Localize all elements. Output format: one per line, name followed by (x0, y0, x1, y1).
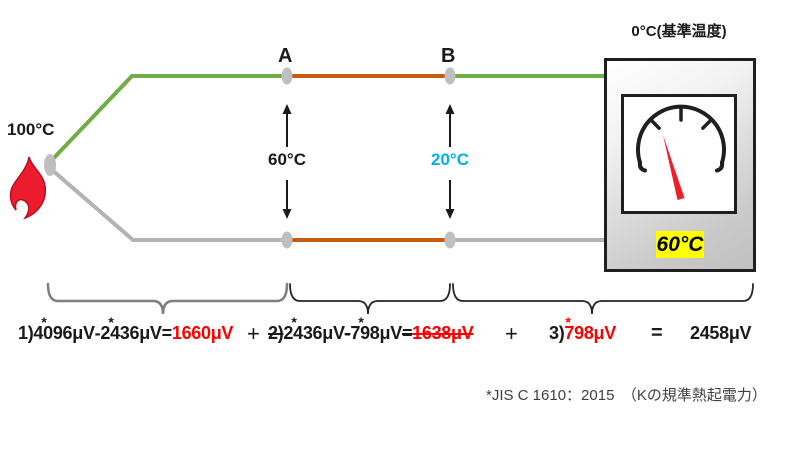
equals-total: = (651, 322, 663, 344)
gauge-ticks (648, 106, 714, 130)
plus-sign-2: + (505, 321, 518, 346)
plus-sign-1: + (247, 321, 260, 346)
eq2-term1-star: * (291, 314, 297, 330)
arrowhead-a-up (282, 104, 292, 114)
eq2-left-struck: 2) * 2436μV- * 798μV= (268, 314, 413, 343)
gauge (636, 104, 726, 200)
point-b-label: B (441, 45, 456, 67)
reference-temp-label: 0°C(基準温度) (631, 23, 727, 40)
eq3-term-star: * (565, 314, 571, 330)
junction-b-top-dot (444, 67, 456, 85)
meter-reading: 60°C (656, 231, 704, 258)
hot-junction-dot (44, 154, 56, 176)
eq1-result: 1660μV (171, 323, 234, 343)
eq1-term1: * 4096μV (33, 314, 95, 343)
junction-b-bottom-dot (444, 231, 456, 249)
brace-section-3 (452, 283, 754, 315)
equation-1: 1) * 4096μV- * 2436μV=1660μV (18, 314, 234, 344)
eq1-term2: * 2436μV (100, 314, 162, 343)
brace-section-1 (46, 282, 289, 315)
total-value: 2458μV (690, 323, 752, 343)
meter: 60°C (604, 58, 756, 272)
meter-dial-panel (621, 94, 737, 214)
eq1-minus: - (94, 323, 101, 343)
eq1-equals: = (161, 323, 173, 343)
hot-temp-label: 100°C (7, 120, 55, 139)
brace-section-2 (289, 283, 451, 315)
equation-3: 3) * 798μV (549, 314, 616, 344)
delta-b-label: 20°C (431, 150, 469, 169)
gauge-hook-right (715, 160, 725, 173)
equation-2-struck: 2) * 2436μV- * 798μV=1638μV (268, 314, 474, 344)
eq1-prefix: 1) (18, 323, 34, 343)
junction-a-bottom-dot (281, 231, 293, 249)
eq3-term: * 798μV (564, 314, 616, 343)
eq2-equals: = (401, 323, 413, 343)
eq2-minus: - (344, 323, 351, 343)
footnote-jis-reference: *JIS C 1610：2015 （Kの規準熱起電力） (486, 387, 767, 404)
point-a-label: A (278, 45, 293, 67)
arrowhead-b-up (445, 104, 455, 114)
flame-icon (9, 156, 47, 220)
arrowhead-b-down (445, 209, 455, 219)
wire-gray-hot-to-a (49, 167, 287, 242)
eq1-term2-star: * (108, 314, 114, 330)
eq1-term1-star: * (41, 314, 47, 330)
delta-a-label: 60°C (268, 150, 306, 169)
gauge-needle (663, 135, 685, 200)
arrowhead-a-down (282, 209, 292, 219)
eq2-result-struck: 1638μV (412, 323, 474, 343)
gauge-hook-left (637, 160, 647, 173)
eq2-prefix: 2) (268, 323, 284, 343)
eq2-term2: * 798μV (350, 314, 402, 343)
eq3-prefix: 3) (549, 323, 565, 343)
eq2-term2-star: * (358, 314, 364, 330)
wire-green-hot-to-a (49, 74, 287, 163)
junction-a-top-dot (281, 67, 293, 85)
eq2-term1: * 2436μV (283, 314, 345, 343)
